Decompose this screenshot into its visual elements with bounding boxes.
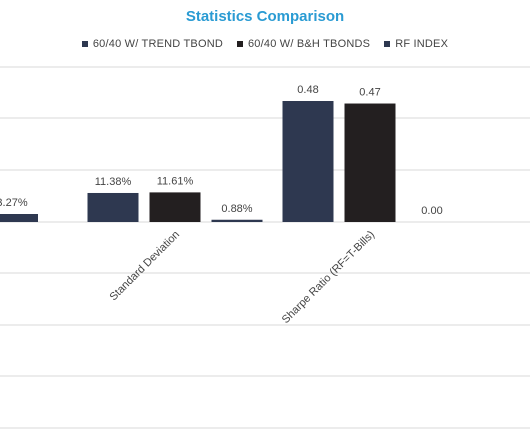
- value-label: 11.38%: [95, 176, 132, 188]
- chart-title: Statistics Comparison: [185, 8, 345, 25]
- value-label: 11.61%: [157, 175, 194, 187]
- legend-swatch-rf-index: [384, 41, 391, 47]
- legend-label-trend-tbond: 60/40 W/ TREND TBOND: [92, 38, 223, 50]
- value-label: 0.48: [297, 84, 318, 96]
- legend-swatch-trend-tbond: [81, 41, 88, 47]
- bar: [149, 192, 201, 222]
- value-label: 3.27%: [0, 197, 28, 209]
- legend-item-trend-tbond: 60/40 W/ TREND TBOND: [81, 38, 223, 50]
- legend-label-bh-tbonds: 60/40 W/ B&H TBONDS: [247, 38, 371, 50]
- bar: [0, 214, 38, 222]
- bar: [344, 103, 396, 222]
- legend-label-rf-index: RF INDEX: [395, 38, 449, 50]
- bar: [211, 219, 263, 222]
- value-label: 0.88%: [221, 203, 252, 215]
- legend-swatch-bh-tbonds: [236, 41, 243, 47]
- bar: [87, 192, 139, 222]
- category-tick-label: Sharpe Ratio (RF=T-Bills): [280, 229, 377, 326]
- chart-legend: 60/40 W/ TREND TBOND 60/40 W/ B&H TBONDS…: [0, 38, 530, 50]
- legend-item-bh-tbonds: 60/40 W/ B&H TBONDS: [236, 38, 371, 50]
- category-tick-label: Standard Deviation: [107, 229, 182, 304]
- legend-item-rf-index: RF INDEX: [384, 38, 448, 50]
- value-label: 0.47: [359, 87, 380, 99]
- bar: [282, 101, 334, 222]
- value-label: 0.00: [421, 205, 442, 217]
